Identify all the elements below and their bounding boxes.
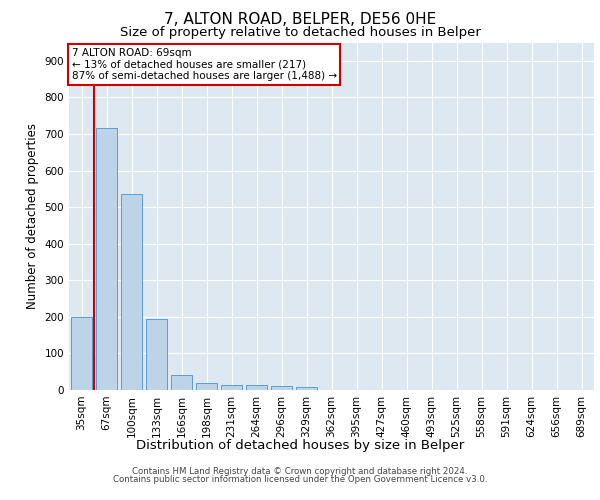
Bar xyxy=(121,194,142,390)
Text: 7 ALTON ROAD: 69sqm
← 13% of detached houses are smaller (217)
87% of semi-detac: 7 ALTON ROAD: 69sqm ← 13% of detached ho… xyxy=(71,48,337,81)
Bar xyxy=(196,382,217,390)
Text: Contains public sector information licensed under the Open Government Licence v3: Contains public sector information licen… xyxy=(113,475,487,484)
Bar xyxy=(271,386,292,390)
Y-axis label: Number of detached properties: Number of detached properties xyxy=(26,123,39,309)
Bar xyxy=(146,320,167,390)
Text: 7, ALTON ROAD, BELPER, DE56 0HE: 7, ALTON ROAD, BELPER, DE56 0HE xyxy=(164,12,436,28)
Bar xyxy=(171,374,192,390)
Bar xyxy=(96,128,117,390)
Bar xyxy=(221,384,242,390)
Bar xyxy=(71,317,92,390)
Text: Contains HM Land Registry data © Crown copyright and database right 2024.: Contains HM Land Registry data © Crown c… xyxy=(132,467,468,476)
Bar xyxy=(246,385,267,390)
Text: Distribution of detached houses by size in Belper: Distribution of detached houses by size … xyxy=(136,440,464,452)
Bar xyxy=(296,387,317,390)
Text: Size of property relative to detached houses in Belper: Size of property relative to detached ho… xyxy=(119,26,481,39)
